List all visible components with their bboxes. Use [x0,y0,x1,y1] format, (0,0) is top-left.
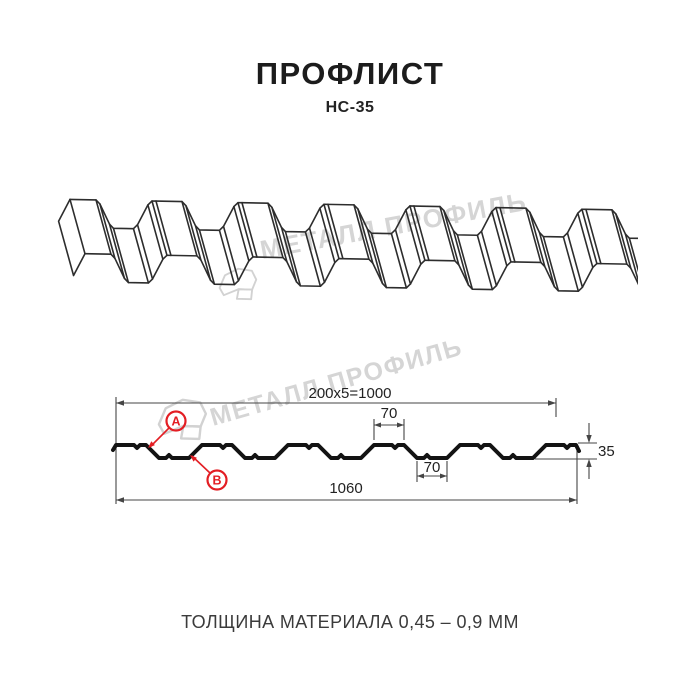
callout-b: B [190,455,228,491]
profile-model-label: НС-35 [325,99,375,116]
profile-outline [111,443,581,460]
callout-b-letter: B [212,474,221,488]
page-title: ПРОФЛИСТ [255,56,445,91]
metall-profil-logo-icon [218,267,258,301]
watermark-text: МЕТАЛЛ ПРОФИЛЬ [258,186,530,265]
metall-profil-logo-icon [157,398,208,441]
dimension-lines [115,397,597,504]
watermark-text: МЕТАЛЛ ПРОФИЛЬ [207,333,466,432]
dimension-label-height: 35 [598,443,615,460]
dimension-label-total-width: 1060 [329,480,362,497]
dimension-label-trough-width: 70 [424,459,441,476]
dimension-label-top-width: 200x5=1000 [309,385,392,402]
profile-cross-section-drawing: 200x5=1000 70 70 35 1060 A B [111,385,615,504]
sheet-left-edge [57,198,86,277]
callout-a: A [148,410,187,448]
material-thickness-caption: ТОЛЩИНА МАТЕРИАЛА 0,45 – 0,9 ММ [181,612,519,632]
profile-3d-drawing [57,198,638,295]
dimension-label-flange-width: 70 [381,405,398,422]
callout-a-letter: A [171,415,180,429]
